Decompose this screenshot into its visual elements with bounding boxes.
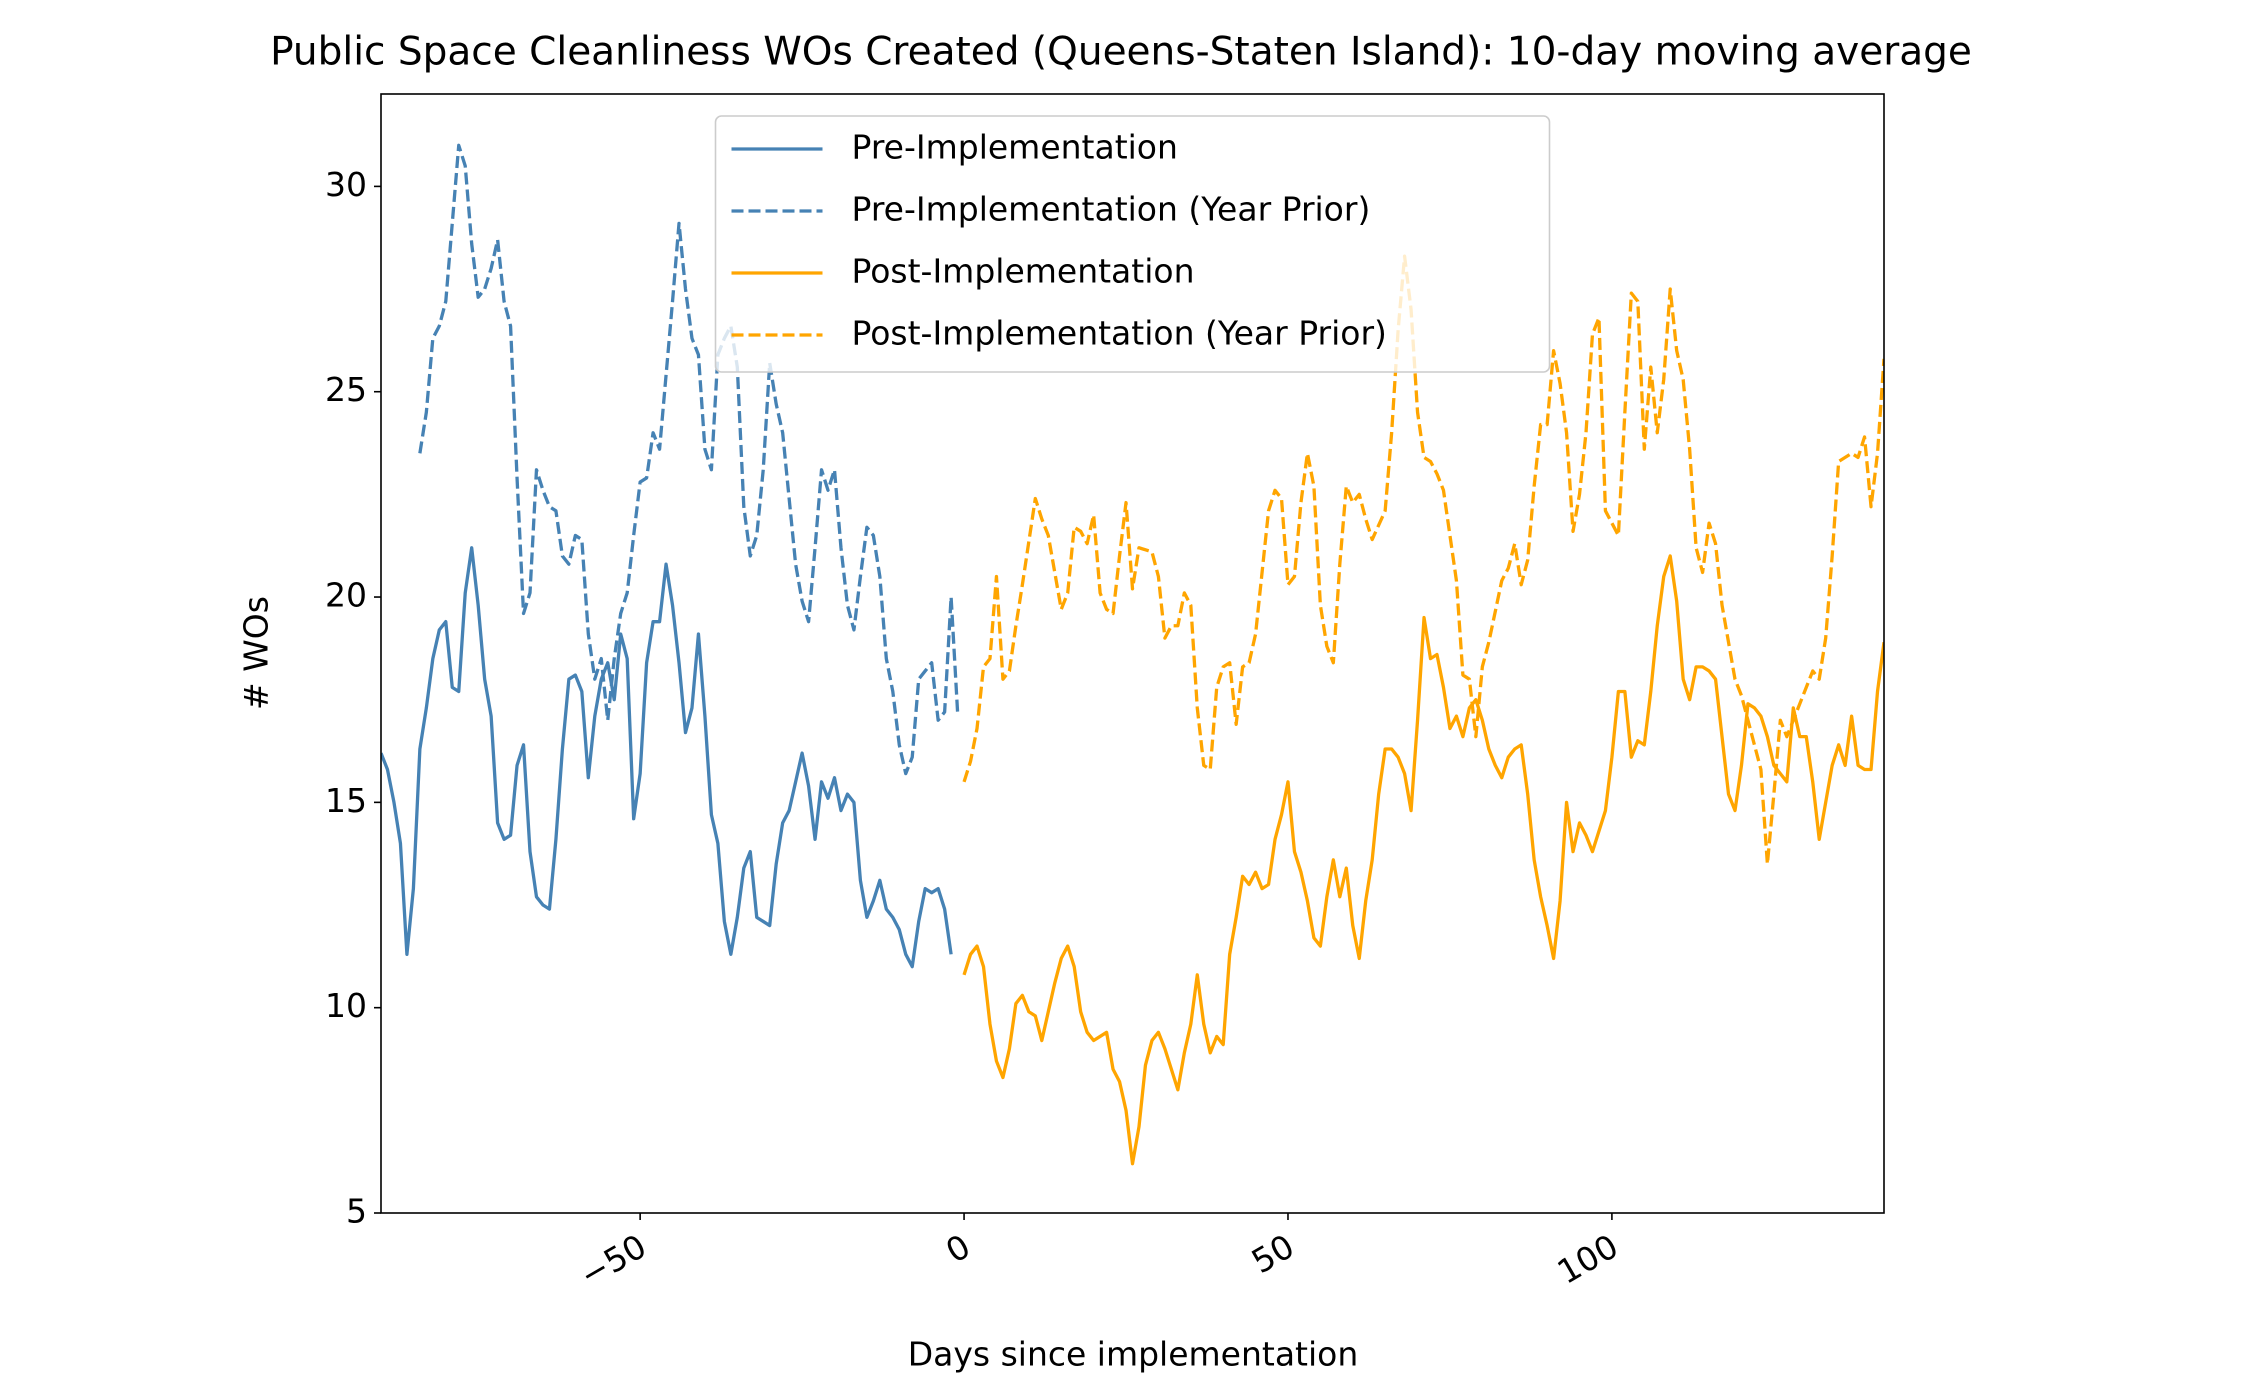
axes-frame: [380, 93, 1885, 1214]
x-axis-label: Days since implementation: [908, 1335, 1359, 1374]
x-tick-label: 0: [939, 1226, 977, 1270]
y-tick-label: 20: [325, 576, 367, 615]
x-tick-label: 100: [1551, 1226, 1625, 1291]
legend-label: Post-Implementation (Year Prior): [852, 314, 1387, 353]
legend-label: Post-Implementation: [852, 252, 1195, 291]
series-line: [418, 143, 960, 776]
series-line: [962, 554, 1884, 1166]
x-tick-label: 50: [1245, 1226, 1301, 1281]
y-tick-label: 25: [325, 370, 367, 409]
y-axis-label: # WOs: [237, 596, 276, 710]
y-tick-label: 10: [325, 986, 367, 1025]
y-tick-label: 15: [325, 781, 367, 820]
y-tick-label: 5: [346, 1192, 367, 1231]
series-line: [962, 254, 1884, 866]
legend-label: Pre-Implementation (Year Prior): [852, 190, 1371, 229]
legend-label: Pre-Implementation: [852, 128, 1178, 167]
x-tick-label: −50: [573, 1226, 653, 1295]
y-tick-label: 30: [325, 165, 367, 204]
series-line: [381, 546, 953, 969]
legend-box: [714, 115, 1551, 373]
plot-area: [381, 143, 1884, 1166]
chart-title: Public Space Cleanliness WOs Created (Qu…: [270, 30, 1972, 75]
